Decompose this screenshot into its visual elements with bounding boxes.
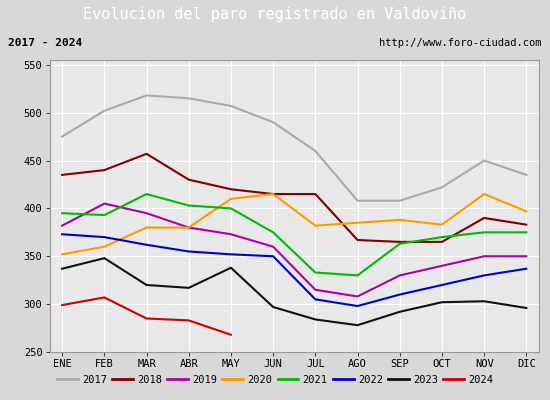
Text: http://www.foro-ciudad.com: http://www.foro-ciudad.com <box>379 38 542 48</box>
Text: Evolucion del paro registrado en Valdoviño: Evolucion del paro registrado en Valdovi… <box>84 8 466 22</box>
Legend: 2017, 2018, 2019, 2020, 2021, 2022, 2023, 2024: 2017, 2018, 2019, 2020, 2021, 2022, 2023… <box>53 371 497 389</box>
Text: 2017 - 2024: 2017 - 2024 <box>8 38 82 48</box>
